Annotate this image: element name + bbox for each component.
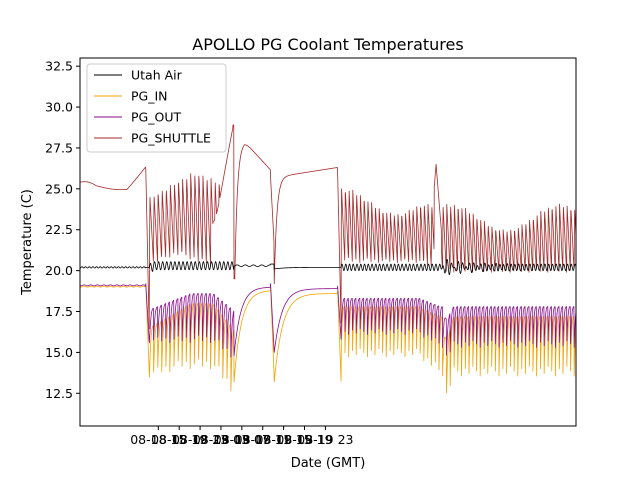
y-tick-label: 15.0 [45, 345, 73, 360]
x-tick-label: 08-19 07 [214, 432, 270, 447]
legend-label: Utah Air [131, 68, 183, 83]
y-tick-label: 25.0 [45, 181, 73, 196]
y-axis-label: Temperature (C) [20, 189, 35, 296]
y-tick-label: 20.0 [45, 263, 73, 278]
legend-label: PG_SHUTTLE [131, 131, 211, 146]
x-tick-label: 08-18 23 [172, 432, 228, 447]
x-tick-label: 08-19 15 [256, 432, 312, 447]
series-utah-air [80, 258, 576, 276]
x-tick-label: 08-19 03 [193, 432, 249, 447]
y-tick-label: 17.5 [45, 304, 73, 319]
y-tick-label: 27.5 [45, 140, 73, 155]
y-axis: 12.5 15.0 17.5 20.0 22.5 25.0 27.5 30.0 32.5 [45, 59, 80, 401]
legend-box [86, 63, 227, 153]
legend: Utah Air PG_IN PG_OUT PG_SHUTTLE [86, 63, 227, 153]
y-tick-label: 30.0 [45, 100, 73, 115]
x-tick-label: 08-18 19 [151, 432, 207, 447]
series-layer [80, 124, 576, 394]
y-tick-label: 32.5 [45, 59, 73, 74]
plot-frame [79, 57, 577, 427]
x-tick-label: 08-19 11 [235, 432, 291, 447]
series-pg-out [80, 283, 576, 358]
chart-title: APOLLO PG Coolant Temperatures [192, 35, 463, 54]
x-tick-label: 08-19 23 [297, 432, 353, 447]
y-tick-label: 22.5 [45, 222, 73, 237]
y-tick-label: 12.5 [45, 386, 73, 401]
series-pg-shuttle [80, 124, 576, 330]
legend-label: PG_OUT [131, 110, 181, 125]
x-tick-label: 08-18 15 [130, 432, 186, 447]
legend-label: PG_IN [131, 89, 168, 104]
x-tick-label: 08-19 19 [276, 432, 332, 447]
x-axis-label: Date (GMT) [291, 456, 366, 471]
series-pg-in [80, 284, 576, 394]
